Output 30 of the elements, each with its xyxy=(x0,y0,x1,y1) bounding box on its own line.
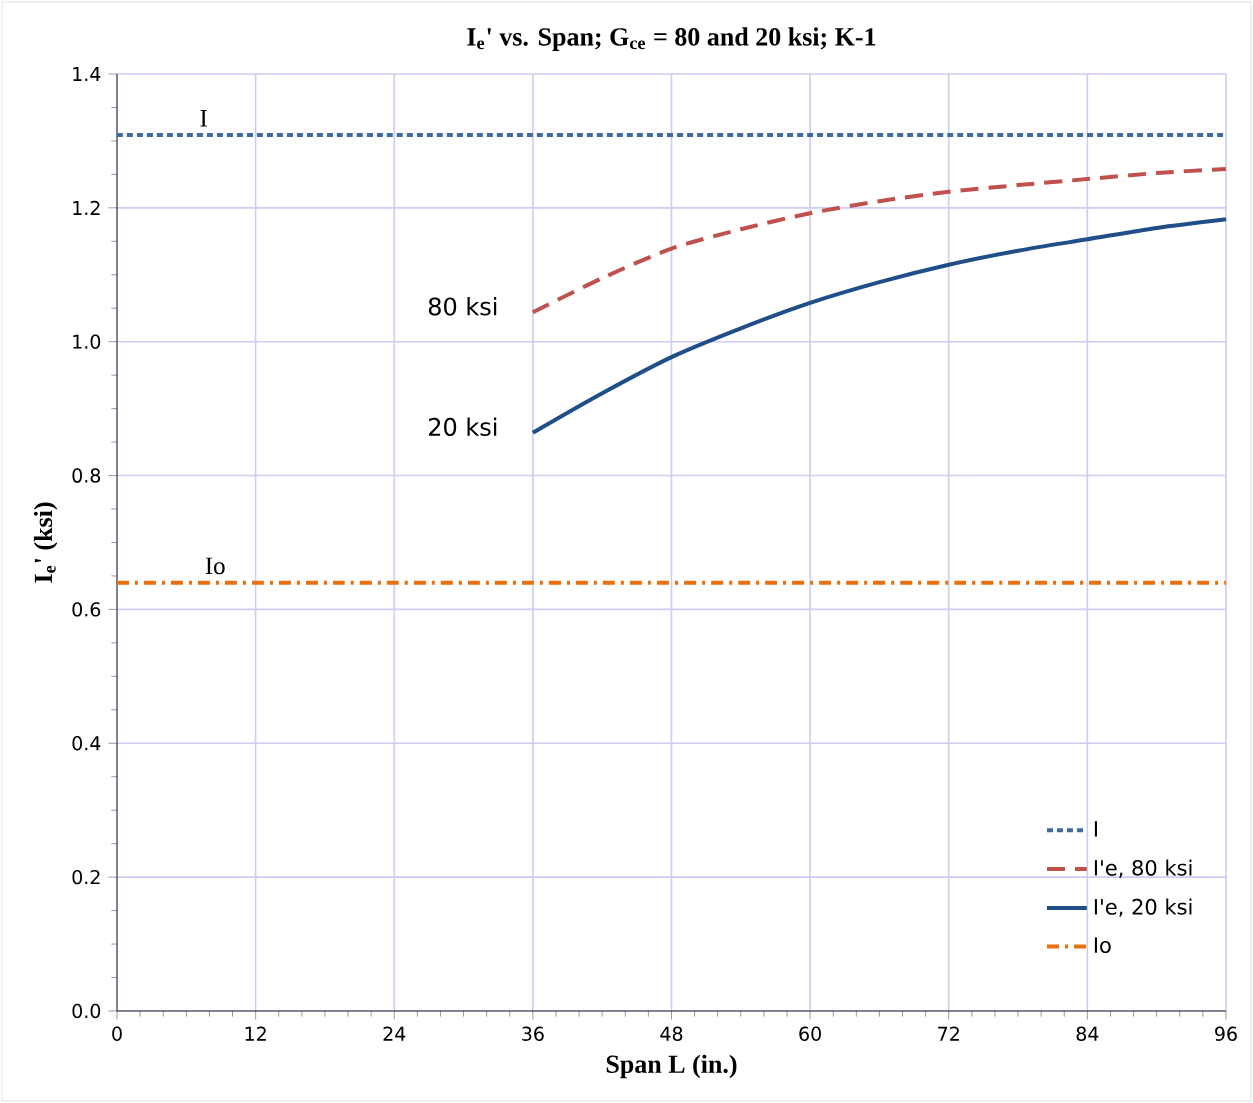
annotation: I xyxy=(200,110,207,127)
x-tick-label: 12 xyxy=(245,1026,266,1041)
y-tick-label: 1.0 xyxy=(73,334,101,349)
legend-label: I xyxy=(1094,821,1097,837)
x-tick-label: 60 xyxy=(799,1026,821,1041)
y-tick-label: 0.2 xyxy=(72,869,100,885)
x-axis-title: Span L (in.) xyxy=(606,1054,737,1079)
x-tick-label: 24 xyxy=(383,1026,406,1041)
x-tick-label: 84 xyxy=(1076,1026,1099,1041)
x-tick-label: 36 xyxy=(522,1026,544,1041)
legend-label: Io xyxy=(1094,937,1111,954)
annotation: 80 ksi xyxy=(428,296,497,316)
chart-title: I$_{e}$' vs. Span; G$_{ce}$ = 80 and 20 ksi; K-1 xyxy=(467,27,876,51)
y-axis-title: I$_{e}$' (ksi) xyxy=(33,502,58,583)
y-tick-label: 0.0 xyxy=(72,1003,101,1019)
annotation: Io xyxy=(205,557,225,575)
x-tick-label: 48 xyxy=(660,1026,683,1041)
annotation: 20 ksi xyxy=(428,417,497,437)
x-tick-label: 96 xyxy=(1215,1026,1237,1041)
y-tick-label: 0.6 xyxy=(72,602,101,617)
y-tick-label: 1.4 xyxy=(73,67,101,81)
y-tick-label: 0.8 xyxy=(72,468,101,483)
x-tick-label: 0 xyxy=(112,1026,122,1041)
line-series xyxy=(530,217,1228,435)
x-tick-label: 72 xyxy=(938,1026,959,1041)
y-tick-label: 0.4 xyxy=(72,736,101,751)
legend-label: I'e, 80 ksi xyxy=(1094,859,1192,878)
line-series xyxy=(530,167,1228,315)
y-tick-label: 1.2 xyxy=(73,200,100,215)
legend-label: I'e, 20 ksi xyxy=(1094,898,1192,917)
